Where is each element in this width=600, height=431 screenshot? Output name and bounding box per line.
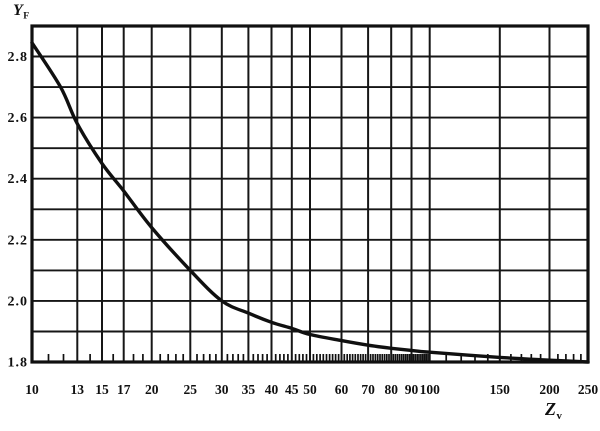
y-tick-label: 2.4 (8, 172, 29, 187)
x-axis-title: Zv (545, 399, 562, 422)
y-axis-symbol: Y (13, 2, 24, 19)
y-tick-label: 2.0 (8, 294, 29, 309)
x-tick-label: 100 (420, 382, 441, 397)
x-tick-label: 25 (184, 382, 198, 397)
plot-frame (30, 24, 590, 364)
x-tick-label: 40 (265, 382, 279, 397)
form-factor-curve (30, 41, 590, 364)
y-tick-label: 2.6 (8, 111, 29, 126)
x-tick-label: 35 (242, 382, 256, 397)
x-tick-label: 70 (361, 382, 375, 397)
x-tick-label: 17 (117, 382, 131, 397)
x-tick-label: 60 (335, 382, 349, 397)
x-tick-label: 15 (95, 382, 109, 397)
x-tick-label: 45 (285, 382, 299, 397)
x-tick-label: 10 (25, 382, 39, 397)
x-tick-label: 90 (405, 382, 419, 397)
x-axis-subscript: v (556, 409, 563, 422)
x-tick-label: 250 (578, 382, 599, 397)
x-tick-label: 30 (215, 382, 229, 397)
y-axis-subscript: F (23, 10, 30, 22)
x-tick-label: 50 (303, 382, 317, 397)
x-axis-symbol: Z (545, 399, 557, 419)
y-tick-label: 2.2 (8, 233, 29, 248)
x-tick-label: 13 (71, 382, 85, 397)
x-tick-label: 80 (384, 382, 398, 397)
y-tick-label: 1.8 (8, 356, 29, 371)
x-tick-label: 150 (490, 382, 511, 397)
x-tick-label: 20 (145, 382, 159, 397)
y-axis-title: YF (13, 2, 30, 21)
x-tick-label: 200 (539, 382, 560, 397)
y-tick-label: 2.8 (8, 50, 29, 65)
